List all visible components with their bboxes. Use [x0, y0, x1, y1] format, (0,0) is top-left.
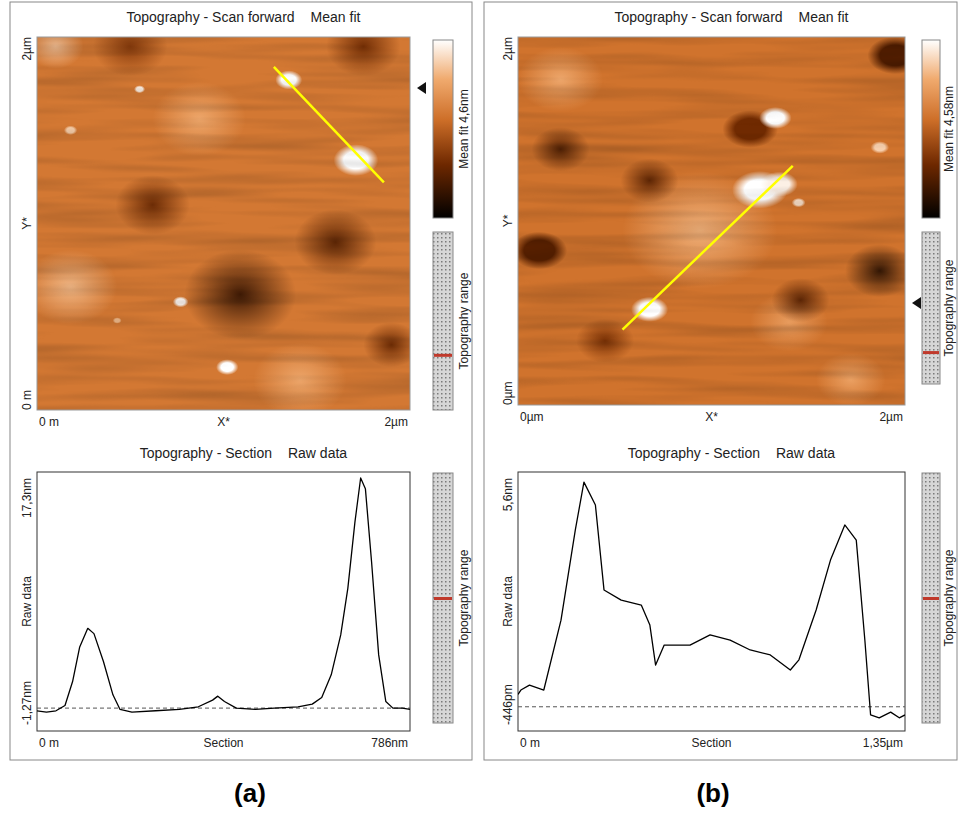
panel: Topography - Scan forward Mean fit 0 m 2µm Y…	[10, 2, 472, 760]
x-axis-label: Section	[203, 736, 243, 750]
range-marker	[923, 351, 939, 354]
range-box	[433, 473, 453, 723]
panel-title: Topography - Scan forward	[126, 9, 294, 25]
scan-texture	[37, 37, 410, 410]
x-tick-label: 1,35µm	[863, 736, 903, 750]
y-axis-label: Y*	[501, 214, 515, 227]
section-frame	[518, 472, 905, 731]
panel-subtitle: Raw data	[288, 445, 347, 461]
panel: Topography - Scan forward Mean fit 0µm 2µm Y…	[484, 2, 957, 760]
topography-image	[37, 37, 410, 410]
x-tick-label: 2µm	[879, 410, 903, 424]
section-plot	[37, 478, 410, 712]
image-base	[37, 37, 410, 410]
y-tick-label: -446pm	[501, 684, 515, 725]
section-line	[622, 166, 792, 330]
panel-letter: (a)	[234, 778, 266, 808]
range-marker	[434, 354, 452, 357]
side-label: Topography range	[942, 549, 956, 646]
figure: Topography - Scan forward Mean fit 0 m 2µm Y…	[0, 0, 960, 818]
range-box	[922, 473, 940, 723]
panel-border	[484, 2, 957, 760]
colorbar-label: Mean fit 4,6nm	[457, 89, 471, 168]
reference-line	[37, 708, 410, 709]
height-profile	[518, 482, 905, 718]
x-tick-label: 0µm	[520, 410, 544, 424]
x-tick-label: 0 m	[39, 415, 59, 429]
panel-title: Topography - Section	[628, 445, 760, 461]
panel-subtitle: Mean fit	[311, 9, 361, 25]
y-tick-label: 0 m	[20, 390, 34, 410]
panel-subtitle: Raw data	[776, 445, 835, 461]
x-axis-label: Section	[691, 736, 731, 750]
range-box	[433, 232, 453, 410]
section-line	[274, 67, 384, 183]
colorbar	[433, 40, 453, 218]
side-label: Topography range	[457, 272, 471, 369]
y-tick-label: 17,3nm	[20, 478, 34, 518]
x-axis-label: X*	[705, 410, 718, 424]
x-tick-label: 2µm	[384, 415, 408, 429]
side-label: Topography range	[457, 549, 471, 646]
y-tick-label: 2µm	[20, 37, 34, 61]
range-marker	[923, 597, 939, 600]
y-tick-label: 0µm	[501, 381, 515, 405]
y-axis-label: Raw data	[501, 576, 515, 627]
x-tick-label: 786nm	[371, 736, 408, 750]
panel-border	[10, 2, 472, 760]
range-marker	[434, 597, 452, 600]
reference-line	[518, 706, 905, 707]
image-frame	[518, 37, 905, 405]
scan-position-marker	[417, 82, 426, 94]
scan-position-marker	[912, 297, 921, 309]
panel-letter: (b)	[696, 778, 729, 808]
section-plot	[518, 482, 905, 718]
colorbar-label: Mean fit 4,58nm	[942, 86, 956, 172]
x-tick-label: 0 m	[520, 736, 540, 750]
y-axis-label: Raw data	[20, 576, 34, 627]
height-profile	[37, 478, 410, 712]
colorbar	[922, 40, 940, 218]
image-frame	[37, 37, 410, 410]
image-base	[518, 37, 905, 405]
y-tick-label: -1,27nm	[20, 681, 34, 725]
panel-title: Topography - Section	[140, 445, 272, 461]
side-label: Topography range	[942, 259, 956, 356]
section-frame	[37, 472, 410, 731]
x-axis-label: X*	[217, 415, 230, 429]
panel-title: Topography - Scan forward	[614, 9, 782, 25]
x-tick-label: 0 m	[39, 736, 59, 750]
y-tick-label: 5,6nm	[501, 478, 515, 511]
y-tick-label: 2µm	[501, 37, 515, 61]
panel-subtitle: Mean fit	[799, 9, 849, 25]
y-axis-label: Y*	[20, 217, 34, 230]
topography-image	[518, 37, 905, 405]
range-box	[922, 232, 940, 384]
scan-texture	[518, 37, 905, 405]
